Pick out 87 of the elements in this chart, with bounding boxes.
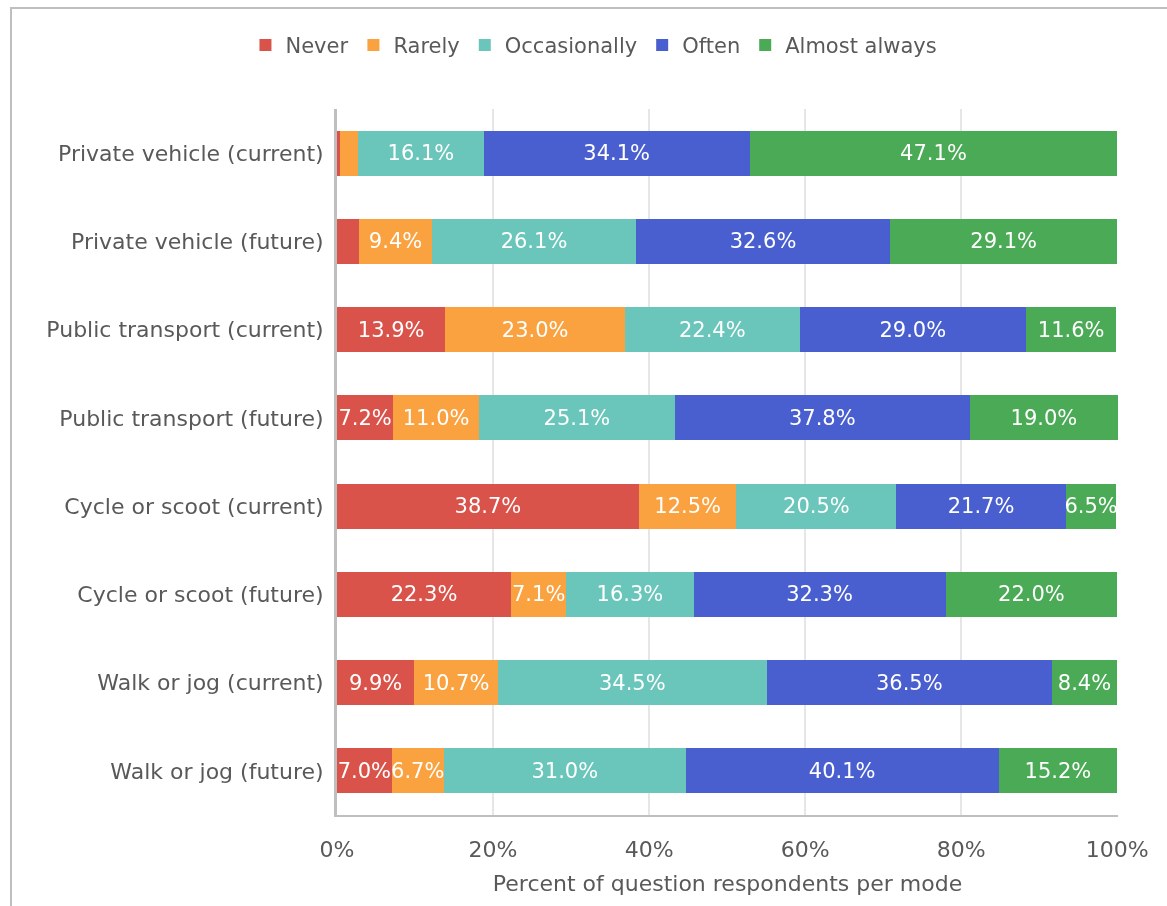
data-label: 6.5% [1064, 494, 1118, 519]
bar [674, 395, 970, 441]
y-tick-label: Public transport (current) [46, 317, 324, 343]
bar [497, 660, 767, 706]
bar [749, 130, 1118, 176]
data-label: 38.7% [454, 494, 522, 519]
bar [685, 748, 999, 794]
x-tick-label: 60% [780, 837, 830, 863]
bar [337, 307, 446, 353]
data-label: 36.5% [875, 670, 943, 695]
data-label: 9.9% [348, 670, 403, 695]
data-label: 11.0% [402, 405, 470, 430]
data-label: 10.7% [422, 670, 490, 695]
y-tick-label: Cycle or scoot (current) [64, 493, 324, 519]
bar [337, 571, 511, 617]
bar [566, 571, 694, 617]
y-tick-label: Private vehicle (future) [71, 229, 324, 255]
data-label: 32.6% [729, 229, 797, 254]
data-label: 31.0% [531, 758, 599, 783]
y-tick-label: Walk or jog (current) [97, 670, 324, 696]
legend-label: Rarely [393, 34, 460, 59]
data-label: 7.2% [338, 405, 392, 430]
bar [998, 748, 1118, 794]
bar [414, 660, 498, 706]
data-label: 40.1% [808, 758, 876, 783]
data-label: 32.3% [786, 582, 853, 607]
bar [340, 130, 359, 176]
y-tick-label: Private vehicle (current) [58, 140, 324, 166]
bar [624, 307, 800, 353]
data-label: 23.0% [501, 317, 569, 342]
data-label: 22.4% [678, 317, 746, 342]
y-tick-label: Cycle or scoot (future) [77, 582, 324, 608]
x-tick-label: 0% [319, 837, 355, 863]
bar [443, 748, 686, 794]
legend-label: Never [285, 34, 349, 59]
bar [635, 218, 891, 264]
y-tick-label: Public transport (future) [59, 405, 324, 431]
x-tick-label: 20% [468, 837, 518, 863]
bar [766, 660, 1052, 706]
legend-label: Almost always [785, 34, 937, 59]
bar [337, 218, 359, 264]
bar [896, 483, 1066, 529]
data-label: 20.5% [783, 494, 850, 519]
bar [693, 571, 946, 617]
bar [638, 483, 737, 529]
data-label: 26.1% [500, 229, 568, 254]
data-label: 19.0% [1010, 405, 1078, 430]
bar [432, 218, 636, 264]
y-tick-label: Walk or jog (future) [110, 758, 324, 784]
data-label: 47.1% [900, 141, 967, 166]
data-label: 34.1% [583, 141, 651, 166]
data-label: 6.7% [391, 758, 445, 783]
bar [736, 483, 897, 529]
bar [358, 130, 484, 176]
data-label: 25.1% [543, 405, 611, 430]
data-label: 29.0% [879, 317, 947, 342]
data-label: 22.3% [390, 582, 458, 607]
data-label: 37.8% [788, 405, 856, 430]
data-label: 15.2% [1024, 758, 1092, 783]
data-label: 29.1% [970, 229, 1038, 254]
bar [337, 483, 639, 529]
data-label: 9.4% [368, 229, 423, 254]
x-tick-label: 40% [624, 837, 674, 863]
bar [445, 307, 625, 353]
data-label: 12.5% [654, 494, 722, 519]
bar [945, 571, 1118, 617]
x-axis-title: Percent of question respondents per mode [492, 870, 963, 896]
x-tick-label: 80% [936, 837, 986, 863]
data-label: 34.5% [598, 670, 666, 695]
bar [337, 130, 341, 176]
bar [799, 307, 1026, 353]
data-label: 8.4% [1057, 670, 1112, 695]
data-label: 16.3% [596, 582, 664, 607]
data-label: 7.0% [337, 758, 391, 783]
bar [483, 130, 750, 176]
bar [969, 395, 1118, 441]
data-label: 21.7% [947, 494, 1015, 519]
legend-label: Occasionally [504, 34, 638, 59]
bar [479, 395, 675, 441]
data-label: 22.0% [998, 582, 1065, 607]
bar [890, 218, 1118, 264]
data-label: 11.6% [1037, 317, 1105, 342]
legend-label: Often [682, 34, 741, 59]
data-label: 13.9% [357, 317, 425, 342]
x-tick-label: 100% [1085, 837, 1149, 863]
data-label: 16.1% [387, 141, 455, 166]
data-label: 7.1% [512, 582, 566, 607]
